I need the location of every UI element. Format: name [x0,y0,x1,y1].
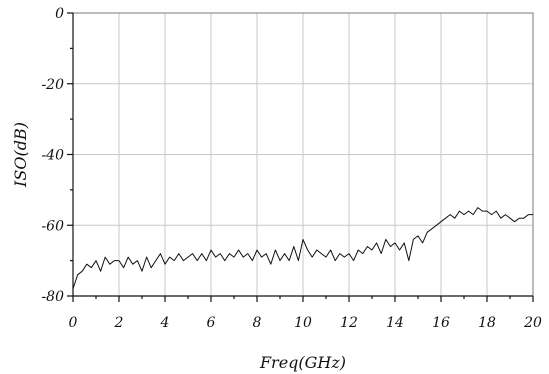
y-tick-label: 0 [55,6,64,22]
ticks [67,12,534,302]
tick-labels: 0 2 4 6 8 10 12 14 16 18 20 0 -20 -40 -60 -80 [41,6,542,331]
x-tick-label: 10 [294,315,312,331]
x-tick-label: 4 [160,315,170,331]
x-tick-label: 6 [207,315,216,331]
x-tick-label: 18 [478,315,496,331]
series-layer [72,207,533,290]
y-axis-title: ISO(dB) [11,122,30,188]
x-tick-label: 20 [523,315,542,331]
y-tick-label: -40 [41,148,64,164]
x-tick-label: 2 [114,315,124,331]
x-tick-label: 12 [340,315,358,331]
y-tick-label: -20 [41,77,64,93]
grid [73,13,533,296]
y-tick-label: -80 [41,289,64,305]
x-tick-label: 16 [432,315,450,331]
x-tick-label: 0 [69,315,78,331]
series-line [72,207,533,290]
y-tick-label: -60 [41,218,64,234]
x-tick-label: 14 [386,315,404,331]
x-axis-title: Freq(GHz) [259,353,346,372]
x-tick-label: 8 [253,315,262,331]
